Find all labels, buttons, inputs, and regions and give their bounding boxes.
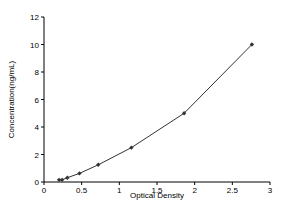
data-line (59, 45, 252, 180)
x-tick-label: 2 (192, 186, 197, 195)
y-tick-label: 8 (35, 68, 40, 77)
data-point (77, 171, 81, 175)
y-tick-label: 0 (35, 178, 40, 187)
x-tick-label: 3 (268, 186, 273, 195)
data-point (60, 178, 64, 182)
plot-area (57, 42, 254, 182)
data-point (250, 42, 254, 46)
x-tick (232, 182, 233, 185)
y-tick-label: 10 (30, 41, 39, 50)
y-tick-label: 2 (35, 151, 40, 160)
x-axis-label: Optical Density (130, 191, 184, 200)
x-tick (157, 182, 158, 185)
chart-svg: 00.511.522.53024681012Optical DensityCon… (0, 0, 300, 200)
data-point (65, 176, 69, 180)
y-tick-label: 12 (30, 13, 39, 22)
chart-container: 00.511.522.53024681012Optical DensityCon… (0, 0, 300, 200)
y-tick-label: 4 (35, 123, 40, 132)
y-tick (41, 182, 44, 183)
y-tick (41, 154, 44, 155)
y-axis-label: Concentration(ng/mL) (7, 60, 16, 138)
y-tick (41, 127, 44, 128)
data-point (182, 111, 186, 115)
y-tick-label: 6 (35, 96, 40, 105)
x-tick (119, 182, 120, 185)
data-point (129, 145, 133, 149)
x-tick (81, 182, 82, 185)
y-tick (41, 17, 44, 18)
y-tick (41, 99, 44, 100)
x-tick-label: 1 (117, 186, 122, 195)
x-tick-label: 0.5 (76, 186, 88, 195)
x-tick (194, 182, 195, 185)
data-point (96, 163, 100, 167)
x-tick (270, 182, 271, 185)
y-tick (41, 72, 44, 73)
x-tick-label: 2.5 (227, 186, 239, 195)
y-tick (41, 44, 44, 45)
x-tick-label: 0 (42, 186, 47, 195)
